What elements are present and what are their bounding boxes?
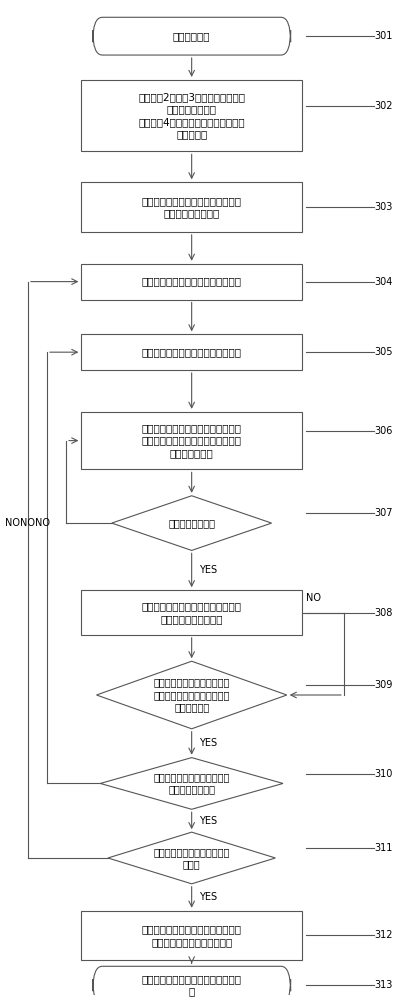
Text: YES: YES — [199, 816, 217, 826]
Text: 302: 302 — [375, 101, 393, 111]
Text: YES: YES — [199, 892, 217, 902]
FancyBboxPatch shape — [93, 17, 291, 55]
Text: 根据应用贪心算法的路径分配方案，
计算芯片的上限温度: 根据应用贪心算法的路径分配方案， 计算芯片的上限温度 — [142, 196, 242, 218]
Text: 是否为所有通信任务进行了路
径分配: 是否为所有通信任务进行了路 径分配 — [154, 847, 230, 869]
Text: 是否为选择的通信任务分配所
有可能的最短路径: 是否为选择的通信任务分配所 有可能的最短路径 — [154, 772, 230, 795]
Polygon shape — [108, 832, 275, 884]
Text: 309: 309 — [375, 680, 393, 690]
Bar — [81, 590, 302, 635]
Text: 得到优化后的芯片温度和路径分配方
案: 得到优化后的芯片温度和路径分配方 案 — [142, 974, 242, 996]
Bar — [81, 80, 302, 151]
Text: 是否满足约束条件: 是否满足约束条件 — [168, 518, 215, 528]
Bar — [81, 182, 302, 232]
Text: 选择一个分配上一个通信任务时保存
的路径分配方案作为已知条件，计算
芯片的下限温度: 选择一个分配上一个通信任务时保存 的路径分配方案作为已知条件，计算 芯片的下限温… — [142, 423, 242, 458]
Text: 选择一个新的通信任务进行路径分配: 选择一个新的通信任务进行路径分配 — [142, 277, 242, 287]
Text: 313: 313 — [375, 980, 393, 990]
Text: 308: 308 — [375, 608, 393, 618]
Text: 读取芯片参数: 读取芯片参数 — [173, 31, 210, 41]
Bar — [81, 334, 302, 370]
FancyBboxPatch shape — [93, 966, 291, 1000]
Polygon shape — [97, 661, 287, 729]
Bar — [81, 264, 302, 300]
Polygon shape — [112, 496, 272, 550]
Bar — [81, 911, 302, 960]
Text: 301: 301 — [375, 31, 393, 41]
Text: 303: 303 — [375, 202, 393, 212]
Text: 312: 312 — [375, 930, 393, 940]
Text: 计算所有分配最后一个通信任务时保
存的路径分配方案的芯片温度: 计算所有分配最后一个通信任务时保 存的路径分配方案的芯片温度 — [142, 924, 242, 947]
Polygon shape — [100, 758, 283, 809]
Text: YES: YES — [199, 738, 217, 748]
Bar — [81, 412, 302, 469]
Text: 为选择的通信任务分配一个最短路径: 为选择的通信任务分配一个最短路径 — [142, 347, 242, 357]
Text: 加入新的通信任务的路径分配情况，
保存新的路径分配方案: 加入新的通信任务的路径分配情况， 保存新的路径分配方案 — [142, 601, 242, 624]
Text: 305: 305 — [375, 347, 393, 357]
Text: 304: 304 — [375, 277, 393, 287]
Text: 310: 310 — [375, 769, 393, 779]
Text: 通过等式2和等式3，计算各个内核的
温度和功耗的关系
通过等式4，计算各个内核的功耗和通
信量的关系: 通过等式2和等式3，计算各个内核的 温度和功耗的关系 通过等式4，计算各个内核的… — [138, 92, 245, 139]
Text: 是否选择了所有分配上一个通
信任务时保存的路径分配方案
作为已知条件: 是否选择了所有分配上一个通 信任务时保存的路径分配方案 作为已知条件 — [154, 678, 230, 712]
Text: NONONO: NONONO — [5, 518, 50, 528]
Text: 307: 307 — [375, 508, 393, 518]
Text: 311: 311 — [375, 843, 393, 853]
Text: NO: NO — [306, 593, 321, 603]
Text: 306: 306 — [375, 426, 393, 436]
Text: YES: YES — [199, 565, 217, 575]
